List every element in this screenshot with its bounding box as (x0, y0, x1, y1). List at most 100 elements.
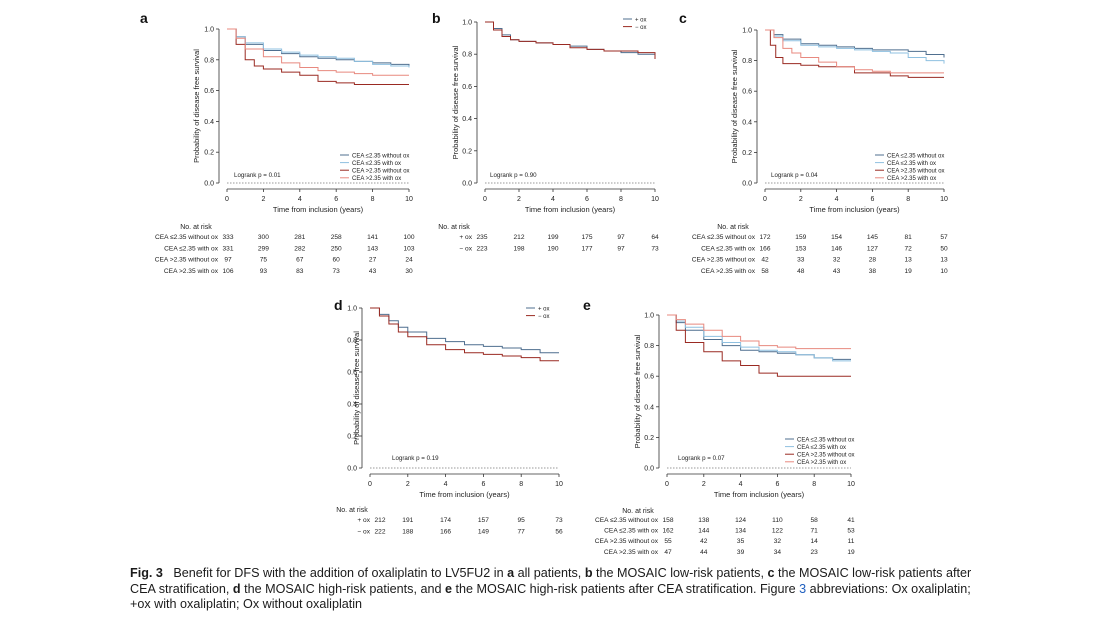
risk-cell: 56 (555, 528, 563, 535)
risk-cell: 191 (402, 517, 413, 524)
risk-cell: 35 (737, 538, 745, 545)
y-tick-label: 1.0 (347, 306, 357, 313)
risk-cell: 124 (735, 517, 746, 524)
figure-reference-link[interactable]: 3 (799, 581, 807, 596)
legend-label: CEA ≤2.35 without ox (887, 153, 944, 159)
risk-cell: 14 (811, 538, 819, 545)
chart-panel-b: b 0.0 0.2 0.4 0.6 0.8 1.0 0 2 4 6 8 10 Time from incl… (432, 10, 659, 252)
y-tick-label: 1.0 (204, 27, 214, 34)
risk-cell: 199 (547, 234, 558, 241)
risk-cell: 174 (440, 517, 451, 524)
risk-cell: 41 (847, 517, 855, 524)
x-axis-title: Time from inclusion (years) (419, 490, 510, 499)
x-tick-label: 8 (619, 196, 623, 203)
risk-cell: 300 (258, 234, 269, 241)
risk-cell: 83 (296, 268, 304, 275)
risk-cell: 57 (940, 234, 948, 241)
survival-curve-3 (227, 28, 409, 85)
legend-label: CEA ≤2.35 with ox (797, 445, 846, 451)
risk-cell: 333 (222, 234, 233, 241)
risk-table-title: No. at risk (438, 224, 470, 231)
survival-curve-2 (667, 314, 851, 362)
x-tick-label: 6 (870, 196, 874, 203)
risk-row-label: CEA ≤2.35 with ox (604, 528, 659, 535)
x-tick-label: 0 (665, 481, 669, 488)
y-axis-title: Probability of disease free survival (451, 45, 460, 159)
risk-cell: 44 (700, 549, 708, 556)
panel-letter: d (232, 581, 241, 596)
risk-cell: 103 (403, 245, 414, 252)
risk-row-label: CEA ≤2.35 without ox (155, 234, 219, 241)
risk-cell: 77 (518, 528, 526, 535)
survival-curve-4 (765, 29, 944, 74)
y-tick-label: 0.6 (347, 370, 357, 377)
risk-cell: 30 (405, 268, 413, 275)
risk-cell: 95 (518, 517, 526, 524)
risk-cell: 100 (403, 234, 414, 241)
risk-cell: 33 (797, 257, 805, 264)
risk-cell: 146 (831, 245, 842, 252)
panel-letter: b (584, 566, 593, 580)
risk-cell: 110 (772, 517, 783, 524)
risk-cell: 106 (222, 268, 233, 275)
panel-letter: e (444, 581, 452, 596)
y-tick-label: 1.0 (644, 313, 654, 320)
risk-row-label: − ox (459, 245, 472, 252)
survival-curve-2 (485, 21, 656, 60)
risk-cell: 127 (867, 245, 878, 252)
risk-cell: 32 (833, 257, 841, 264)
logrank-annotation: Logrank p = 0.90 (490, 172, 537, 179)
risk-cell: 64 (651, 234, 659, 241)
risk-cell: 38 (869, 268, 877, 275)
risk-row-label: CEA ≤2.35 without ox (595, 517, 659, 524)
risk-cell: 60 (333, 257, 341, 264)
risk-cell: 282 (294, 245, 305, 252)
risk-cell: 32 (774, 538, 782, 545)
caption-segment: all patients, (514, 566, 585, 580)
risk-cell: 42 (761, 257, 769, 264)
legend-label: CEA >2.35 without ox (352, 169, 410, 175)
y-axis-title: Probability of disease free survival (730, 49, 739, 163)
risk-cell: 190 (547, 245, 558, 252)
risk-cell: 39 (737, 549, 745, 556)
y-tick-label: 0.8 (644, 343, 654, 350)
risk-row-label: CEA >2.35 without ox (595, 538, 659, 545)
y-axis-title: Probability of disease free survival (352, 331, 361, 445)
x-tick-label: 4 (551, 196, 555, 203)
risk-cell: 223 (476, 245, 487, 252)
risk-row-label: + ox (357, 517, 370, 524)
survival-curve-3 (667, 314, 851, 377)
y-tick-label: 0.8 (742, 58, 752, 65)
risk-cell: 48 (797, 268, 805, 275)
x-tick-label: 4 (835, 196, 839, 203)
survival-curve-2 (370, 307, 559, 362)
panel-letter: e (583, 297, 591, 313)
panel-letter: a (507, 566, 515, 580)
survival-curve-1 (667, 314, 851, 360)
y-tick-label: 0.4 (644, 404, 654, 411)
legend-label: CEA >2.35 with ox (887, 176, 936, 182)
legend-label: CEA >2.35 without ox (887, 169, 945, 175)
legend-label: CEA ≤2.35 without ox (352, 153, 409, 159)
risk-row-label: CEA ≤2.35 with ox (701, 245, 756, 252)
x-tick-label: 6 (481, 481, 485, 488)
risk-table-title: No. at risk (717, 224, 749, 231)
legend-label: CEA ≤2.35 without ox (797, 437, 854, 443)
logrank-annotation: Logrank p = 0.07 (678, 455, 725, 462)
risk-row-label: CEA >2.35 without ox (692, 257, 756, 264)
risk-cell: 58 (811, 517, 819, 524)
y-tick-label: 0.6 (644, 374, 654, 381)
risk-cell: 250 (331, 245, 342, 252)
x-tick-label: 2 (799, 196, 803, 203)
y-tick-label: 0.6 (462, 84, 472, 91)
risk-cell: 34 (774, 549, 782, 556)
y-tick-label: 0.4 (204, 119, 214, 126)
x-tick-label: 10 (651, 196, 659, 203)
caption-segment: abbreviations: Ox oxaliplatin; +ox with … (130, 581, 971, 612)
legend-label: CEA ≤2.35 with ox (887, 161, 936, 167)
y-tick-label: 0.8 (204, 57, 214, 64)
legend-label: CEA ≤2.35 with ox (352, 161, 401, 167)
chart-panel-e: e 0.0 0.2 0.4 0.6 0.8 1.0 0 2 4 6 8 10 Time from incl… (583, 297, 855, 556)
risk-row-label: CEA ≤2.35 with ox (164, 245, 219, 252)
